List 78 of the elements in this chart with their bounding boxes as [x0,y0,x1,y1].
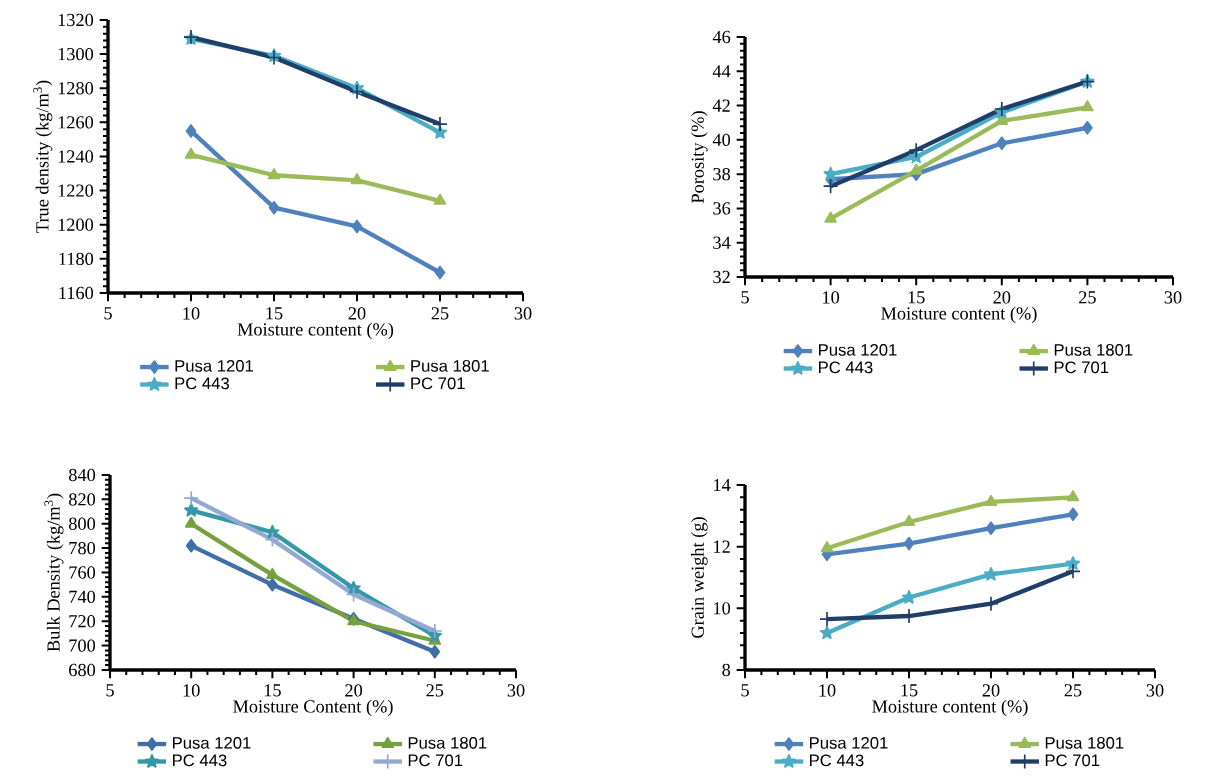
x-tick-label: 10 [183,684,200,697]
x-tick-label: 5 [104,307,112,320]
y-tick-label: 680 [69,663,96,677]
legend-label: Pusa 1201 [819,343,897,356]
y-tick-label: 34 [713,236,731,249]
x-tick-label: 30 [1164,291,1182,304]
x-tick-label: 10 [183,307,200,320]
x-tick-label: 5 [741,684,749,697]
x-tick-label: 30 [514,307,532,320]
x-axis-title: Moisture content (%) [237,322,394,340]
y-axis-title: Bulk Density (kg/m$^{3}$) [44,493,64,652]
x-tick-label: 20 [993,291,1011,304]
y-axis-title: True density (kg/m$^{3}$) [33,80,53,233]
y-tick-label: 1160 [59,286,94,300]
y-tick-label: 42 [712,99,730,112]
y-tick-label: 840 [68,468,96,482]
legend-label: Pusa 1201 [173,736,251,749]
x-tick-label: 25 [1079,291,1096,304]
x-tick-label: 15 [901,684,918,697]
x-tick-label: 25 [1064,684,1082,697]
x-tick-label: 25 [431,307,449,320]
y-tick-label: 1180 [59,252,94,266]
x-tick-label: 15 [266,307,283,320]
y-tick-label: 1220 [58,184,94,197]
legend-label: Pusa 1801 [411,359,489,372]
x-tick-label: 5 [741,291,749,304]
y-tick-label: 10 [714,602,731,615]
x-tick-label: 10 [819,684,836,697]
x-tick-label: 15 [908,291,925,304]
legend-label: PC 701 [1054,361,1109,374]
x-tick-label: 5 [106,684,114,697]
y-tick-label: 1320 [58,13,94,27]
x-tick-label: 30 [507,684,525,697]
legend-label: Pusa 1801 [1054,343,1133,356]
y-axis-title: Porosity (%) [691,111,708,204]
x-tick-label: 20 [982,684,1000,697]
y-tick-label: 1280 [58,82,94,95]
x-axis-title: Moisture content (%) [881,306,1037,324]
y-tick-label: 40 [712,133,731,147]
x-axis-title: Moisture Content (%) [233,699,393,717]
x-tick-label: 15 [264,684,281,697]
legend-label: PC 701 [411,377,465,390]
y-tick-label: 1240 [58,150,94,163]
legend-label: PC 443 [175,377,229,390]
y-tick-label: 1200 [58,218,94,231]
legend-label: Pusa 1201 [175,359,254,372]
y-tick-label: 36 [713,202,731,215]
legend-label: PC 443 [819,361,873,374]
y-tick-label: 760 [69,566,96,579]
legend-label: PC 701 [408,754,463,767]
legend-label: PC 701 [1045,754,1100,767]
legend-label: Pusa 1801 [408,736,487,749]
legend-label: Pusa 1201 [810,736,888,749]
x-tick-label: 30 [1146,684,1164,697]
y-tick-label: 46 [712,30,731,44]
x-tick-label: 20 [348,307,366,320]
y-tick-label: 800 [68,517,96,530]
legend-label: PC 443 [173,754,227,767]
legend-label: Pusa 1801 [1045,736,1124,749]
x-tick-label: 20 [345,684,363,697]
y-tick-label: 12 [714,540,730,553]
y-tick-label: 820 [68,493,96,506]
y-tick-label: 8 [722,663,731,677]
y-tick-label: 44 [712,65,731,78]
y-axis-title: Grain weight (g) [691,517,708,638]
y-tick-label: 700 [69,639,96,652]
x-tick-label: 10 [823,291,840,304]
x-axis-title: Moisture content (%) [872,699,1028,717]
y-tick-label: 1300 [58,47,94,61]
x-tick-label: 25 [426,684,444,697]
y-tick-label: 720 [69,615,96,628]
y-tick-label: 740 [69,590,96,604]
y-tick-label: 32 [713,270,730,284]
y-tick-label: 780 [69,541,96,555]
y-tick-label: 1260 [58,116,94,129]
legend-label: PC 443 [810,754,864,767]
y-tick-label: 14 [714,478,731,492]
y-tick-label: 38 [713,167,731,181]
